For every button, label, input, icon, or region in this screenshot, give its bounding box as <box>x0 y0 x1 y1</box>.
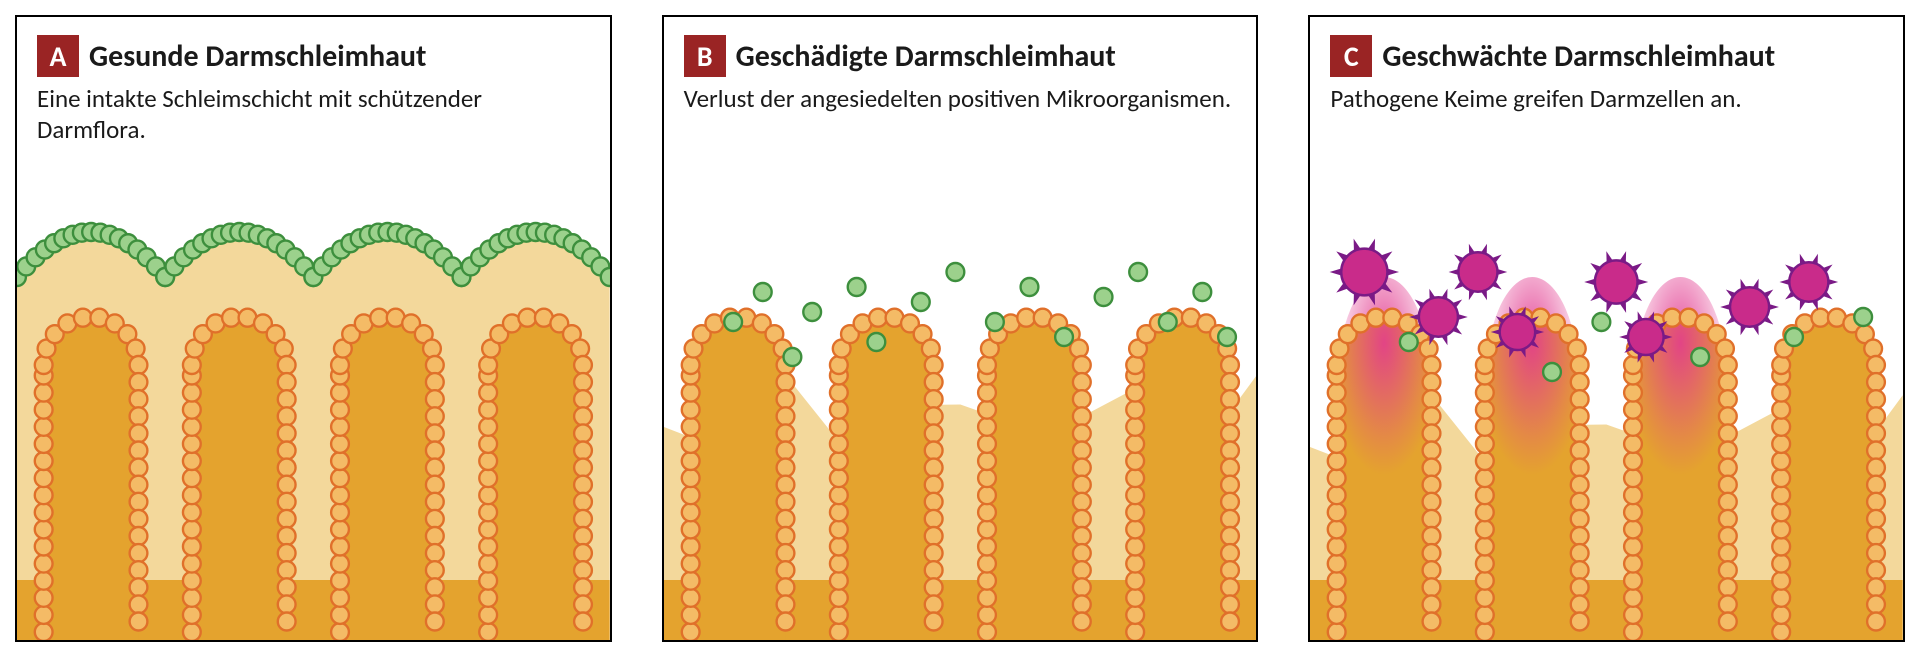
panel-b-badge: B <box>684 35 726 77</box>
panel-c-subtitle: Pathogene Keime greifen Darmzellen an. <box>1330 83 1883 114</box>
panel-b: B Geschädigte Darmschleimhaut Verlust de… <box>662 15 1259 642</box>
panel-c: C Geschwächte Darmschleimhaut Pathogene … <box>1308 15 1905 642</box>
panel-a-title: Gesunde Darmschleimhaut <box>89 38 426 75</box>
panel-a-badge: A <box>37 35 79 77</box>
panel-c-badge: C <box>1330 35 1372 77</box>
panel-b-title: Geschädigte Darmschleimhaut <box>736 38 1116 75</box>
panel-b-subtitle: Verlust der angesiedelten positiven Mikr… <box>684 83 1237 114</box>
panel-a-subtitle: Eine intakte Schleimschicht mit schützen… <box>37 83 590 146</box>
panel-a-header: A Gesunde Darmschleimhaut Eine intakte S… <box>37 35 590 146</box>
panel-c-title: Geschwächte Darmschleimhaut <box>1382 38 1775 75</box>
diagram-container: A Gesunde Darmschleimhaut Eine intakte S… <box>0 0 1920 657</box>
panel-b-header: B Geschädigte Darmschleimhaut Verlust de… <box>684 35 1237 114</box>
panel-a: A Gesunde Darmschleimhaut Eine intakte S… <box>15 15 612 642</box>
panel-c-header: C Geschwächte Darmschleimhaut Pathogene … <box>1330 35 1883 114</box>
